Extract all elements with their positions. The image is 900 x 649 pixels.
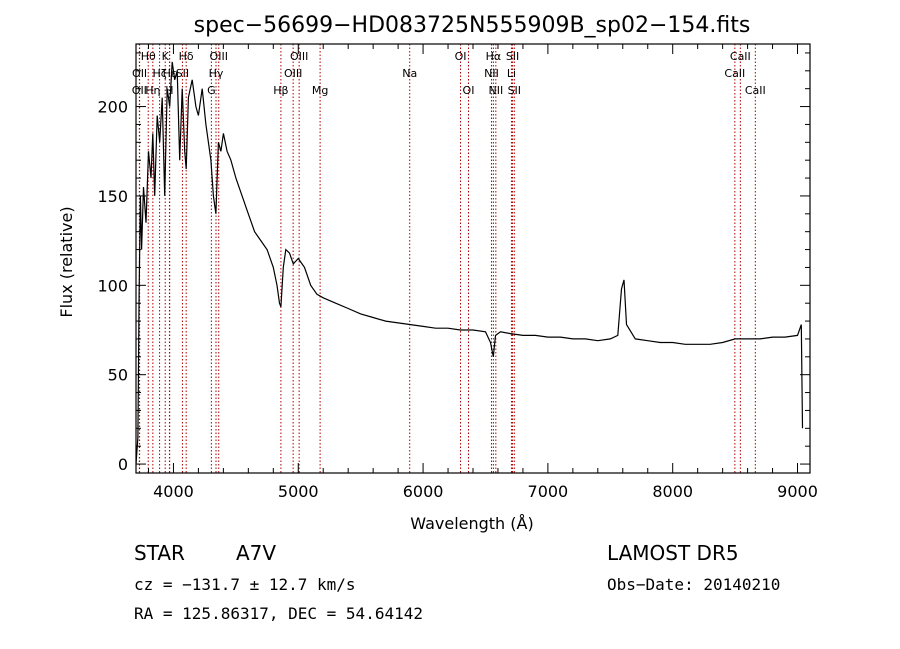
spectral-line-label: OII (132, 67, 147, 80)
coordinates: RA = 125.86317, DEC = 54.64142 (134, 604, 423, 623)
y-tick-label: 150 (97, 187, 128, 206)
spectrum-series-line (136, 61, 804, 465)
spectral-line-label: Hδ (179, 50, 194, 63)
spectral-line-label: NII (484, 67, 499, 80)
y-axis-ticks: 0 50 100 150 200 (97, 52, 810, 474)
spectral-line-label: Li (507, 67, 516, 80)
spectral-line-label: Hη (145, 84, 160, 97)
spectral-line-label: OIII (290, 50, 308, 63)
spectral-line-label: K (162, 50, 170, 63)
spectral-line-label: Hβ (273, 84, 288, 97)
spectral-line-label: OIII (284, 67, 302, 80)
chart-title: spec−56699−HD083725N555909B_sp02−154.fit… (194, 13, 751, 38)
spectral-line-label: Hζ (152, 67, 166, 80)
y-tick-label: 100 (97, 276, 128, 295)
spectral-line-label: SII (508, 84, 521, 97)
spectral-line-label: Hγ (209, 67, 224, 80)
spectral-line-labels: OIIOIIHθHηHζKHHεHδSIIGHγOIIIHβOIIIOIIIMg… (132, 50, 766, 97)
spectral-line-label: CaII (724, 67, 745, 80)
x-tick-label: 8000 (652, 482, 693, 501)
redshift-cz: cz = −131.7 ± 12.7 km/s (134, 575, 356, 594)
spectral-line-label: H (165, 84, 173, 97)
spectral-line-label: Na (402, 67, 417, 80)
survey-name: LAMOST DR5 (607, 541, 739, 565)
plot-frame (135, 43, 811, 474)
spectral-line-label: OI (463, 84, 475, 97)
spectral-line-label: OIII (210, 50, 228, 63)
spectral-line-markers (138, 44, 756, 473)
spectral-line-label: SII (176, 67, 189, 80)
y-tick-label: 0 (118, 455, 128, 474)
spectral-subclass: A7V (236, 541, 276, 565)
y-axis-label: Flux (relative) (57, 206, 76, 317)
x-tick-label: 4000 (153, 482, 194, 501)
y-tick-label: 200 (97, 98, 128, 117)
spectral-line-label: OI (455, 50, 467, 63)
spectral-line-label: CaII (730, 50, 751, 63)
spectral-line-label: SII (506, 50, 519, 63)
object-class: STAR (134, 541, 185, 565)
observation-date: Obs−Date: 20140210 (607, 575, 780, 594)
x-tick-label: 5000 (278, 482, 319, 501)
y-tick-label: 50 (108, 366, 128, 385)
spectral-line-label: Hθ (141, 50, 156, 63)
spectral-line-label: Mg (312, 84, 328, 97)
spectral-line-label: Hα (486, 50, 502, 63)
x-tick-label: 6000 (403, 482, 444, 501)
x-axis-ticks: 4000 5000 6000 7000 8000 9000 (147, 44, 818, 501)
spectral-line-label: NII (488, 84, 503, 97)
x-axis-label: Wavelength (Å) (410, 514, 533, 533)
x-tick-label: 9000 (777, 482, 818, 501)
x-tick-label: 7000 (528, 482, 569, 501)
spectral-line-label: CaII (745, 84, 766, 97)
spectral-line-label: G (207, 84, 216, 97)
